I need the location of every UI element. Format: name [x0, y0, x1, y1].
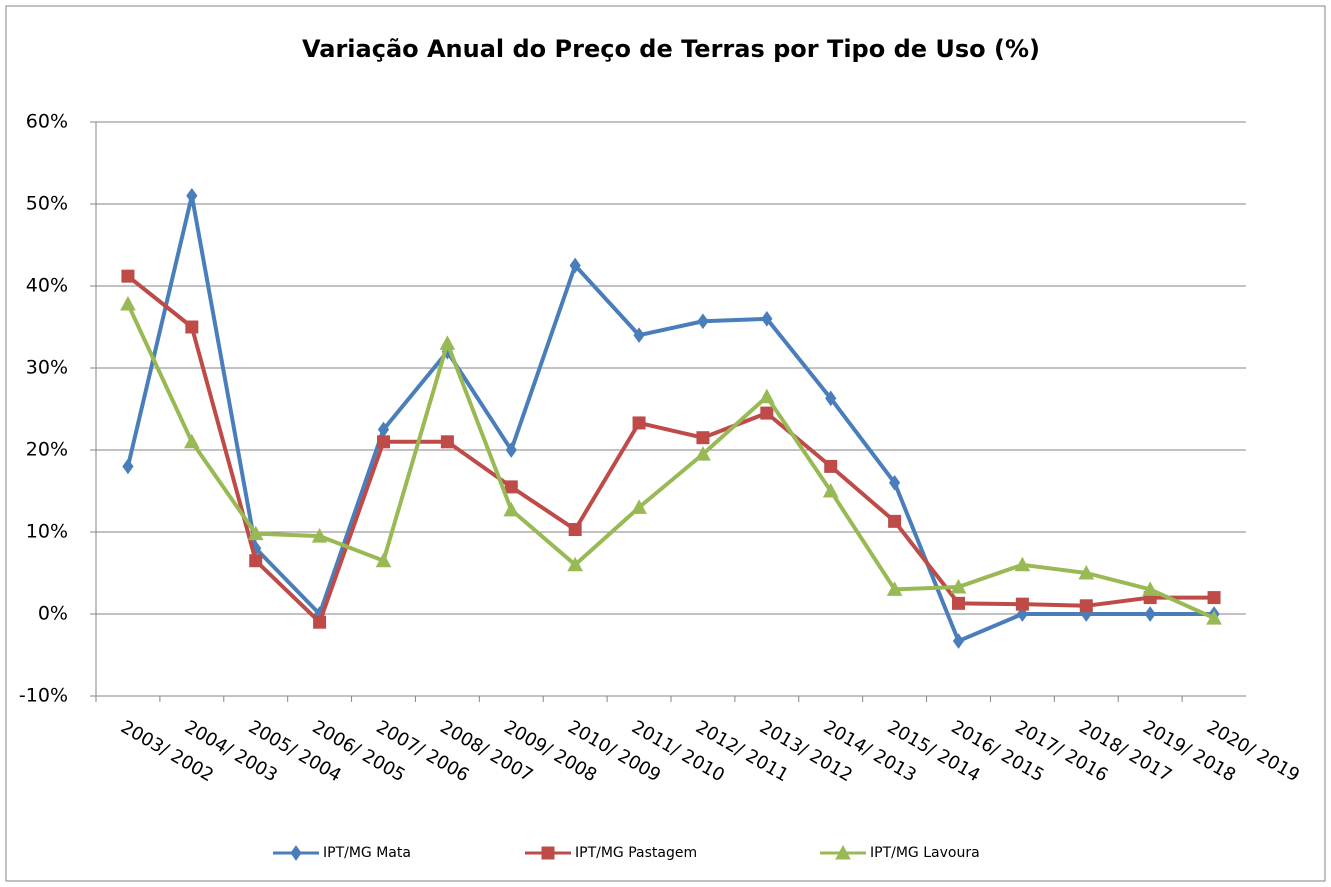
chart-border — [5, 5, 1326, 882]
data-point — [567, 556, 584, 572]
data-point — [761, 310, 773, 327]
data-point — [1015, 597, 1029, 611]
data-point — [696, 431, 710, 445]
y-tick-label: -10% — [19, 685, 68, 707]
data-point — [632, 416, 646, 430]
series-line — [126, 274, 1215, 625]
data-point — [950, 578, 967, 594]
data-point — [122, 458, 134, 475]
data-point — [695, 446, 711, 461]
data-point — [377, 435, 390, 449]
data-point — [633, 327, 645, 344]
data-point — [311, 528, 328, 543]
data-point — [439, 335, 456, 350]
data-point — [505, 442, 517, 458]
y-tick-label: 30% — [26, 357, 68, 379]
data-point — [313, 615, 327, 629]
data-point — [952, 596, 965, 610]
legend-marker — [835, 844, 851, 860]
data-point — [822, 482, 839, 498]
y-tick-label: 20% — [26, 439, 68, 461]
data-point — [1207, 591, 1221, 605]
legend-label: IPT/MG Mata — [323, 845, 411, 861]
data-point — [440, 435, 454, 449]
data-point — [504, 480, 518, 494]
data-point — [569, 257, 581, 274]
data-point — [1079, 599, 1093, 613]
data-point — [697, 313, 709, 330]
data-point — [1142, 581, 1159, 596]
data-point — [758, 388, 775, 404]
data-point — [1206, 610, 1222, 625]
data-point — [121, 269, 135, 283]
data-point — [631, 499, 647, 514]
y-tick-label: 40% — [26, 275, 68, 297]
data-point — [247, 525, 264, 541]
data-point — [120, 295, 136, 311]
chart-title: Variação Anual do Preço de Terras por Ti… — [302, 35, 1040, 63]
y-tick-label: 50% — [26, 193, 68, 215]
data-point — [1078, 564, 1095, 580]
data-point — [886, 581, 903, 596]
data-point — [183, 433, 200, 449]
series-line — [125, 193, 1215, 644]
legend-label: IPT/MG Lavoura — [870, 845, 980, 861]
data-point — [888, 514, 902, 528]
data-point — [375, 552, 392, 568]
data-point — [185, 320, 199, 334]
data-point — [825, 390, 837, 407]
y-tick-label: 10% — [26, 521, 68, 543]
data-point — [568, 523, 582, 537]
y-tick-label: 60% — [26, 111, 68, 133]
data-point — [952, 633, 965, 649]
data-point — [1144, 606, 1156, 622]
y-tick-label: 0% — [38, 603, 68, 625]
legend-marker — [541, 846, 555, 860]
legend-marker — [290, 845, 302, 861]
data-point — [1014, 556, 1031, 572]
data-point — [760, 406, 774, 420]
series-line — [126, 303, 1215, 620]
data-point — [503, 501, 520, 517]
data-point — [888, 474, 901, 491]
data-point — [186, 187, 198, 204]
data-point — [249, 554, 263, 568]
data-point — [824, 459, 838, 473]
legend-label: IPT/MG Pastagem — [575, 845, 697, 861]
